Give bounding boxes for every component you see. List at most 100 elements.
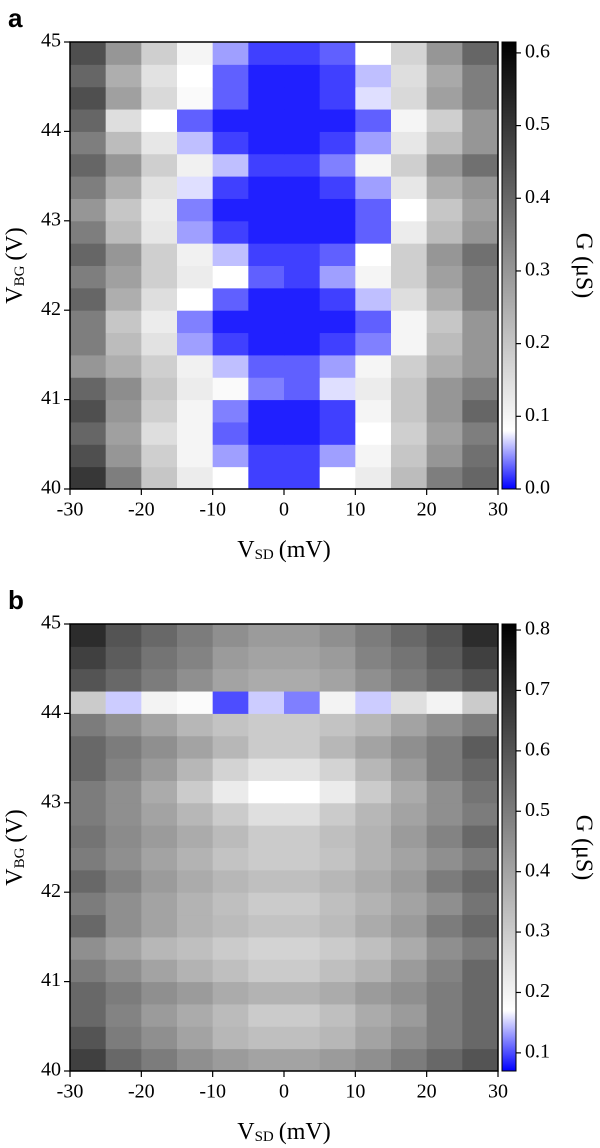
y-label-main: V	[2, 868, 28, 886]
heatmap-cell	[426, 825, 463, 848]
colorbar-tick-label: 0.2	[525, 980, 550, 1002]
heatmap-cell	[141, 466, 178, 490]
heatmap-cell	[248, 377, 285, 401]
y-tick-label: 43	[41, 790, 61, 812]
heatmap-cell	[462, 668, 499, 692]
heatmap-cell	[177, 1026, 214, 1050]
heatmap-cell	[248, 936, 285, 960]
heatmap-cell	[248, 198, 285, 222]
heatmap-cell	[248, 981, 285, 1005]
heatmap-cell	[70, 153, 107, 177]
heatmap-cell	[70, 869, 107, 893]
heatmap-cell	[284, 936, 321, 960]
heatmap-cell	[284, 332, 321, 356]
heatmap-cell	[70, 780, 107, 804]
heatmap-cell	[391, 131, 428, 155]
heatmap-cell	[462, 1048, 499, 1072]
heatmap-cell	[284, 691, 321, 714]
heatmap-cell	[319, 914, 356, 938]
heatmap-cell	[462, 466, 499, 490]
heatmap-cell	[105, 668, 142, 692]
heatmap-cell	[177, 1003, 214, 1027]
heatmap-cell	[462, 198, 499, 222]
heatmap-cell	[391, 802, 428, 826]
heatmap-cell	[284, 713, 321, 737]
x-tick-label: 30	[488, 499, 508, 521]
heatmap-cell	[212, 153, 249, 177]
heatmap-cell	[462, 332, 499, 356]
heatmap-cell	[105, 198, 142, 222]
heatmap-cell	[70, 86, 107, 110]
heatmap-cell	[141, 1026, 178, 1050]
heatmap-cell	[284, 758, 321, 781]
heatmap-cell	[319, 869, 356, 893]
heatmap-cell	[284, 310, 321, 334]
heatmap-cell	[70, 936, 107, 960]
heatmap-cell	[177, 176, 214, 199]
heatmap-cell	[248, 42, 285, 65]
heatmap-cell	[391, 713, 428, 737]
heatmap-cell	[426, 1003, 463, 1027]
heatmap-cell	[177, 421, 214, 445]
heatmap-cell	[141, 287, 178, 311]
heatmap-cell	[70, 131, 107, 155]
heatmap-cell	[177, 668, 214, 692]
x-label-sub: SD	[255, 1129, 274, 1145]
heatmap-cell	[462, 42, 499, 65]
heatmap-cell	[355, 1003, 392, 1027]
heatmap-cell	[141, 64, 178, 88]
heatmap-cell	[105, 691, 142, 714]
heatmap-cell	[141, 421, 178, 445]
heatmap-cell	[177, 399, 214, 423]
heatmap-cell	[212, 758, 249, 781]
heatmap-cell	[212, 914, 249, 938]
colorbar-tick-label: 0.3	[525, 259, 550, 281]
heatmap-cell	[426, 668, 463, 692]
heatmap-cell	[355, 780, 392, 804]
heatmap-cell	[141, 735, 178, 759]
colorbar-tick-label: 0.1	[525, 1040, 550, 1062]
heatmap-cell	[319, 377, 356, 401]
heatmap-cell	[284, 780, 321, 804]
heatmap-cell	[70, 310, 107, 334]
heatmap-cell	[462, 265, 499, 289]
heatmap-cell	[105, 981, 142, 1005]
heatmap-cell	[355, 243, 392, 266]
heatmap-cell	[355, 1026, 392, 1050]
colorbar-tick-label: 0.1	[525, 404, 550, 426]
heatmap-cell	[248, 131, 285, 155]
heatmap-cell	[105, 624, 142, 647]
heatmap-cell	[105, 914, 142, 938]
heatmap-cell	[248, 86, 285, 110]
heatmap-cell	[212, 377, 249, 401]
heatmap-cell	[177, 153, 214, 177]
colorbar-tick-label: 0.6	[525, 40, 550, 62]
heatmap-cell	[284, 377, 321, 401]
heatmap-cell	[105, 802, 142, 826]
heatmap-cell	[248, 220, 285, 244]
heatmap-cell	[212, 869, 249, 893]
heatmap-cell	[319, 825, 356, 848]
heatmap-cell	[141, 265, 178, 289]
heatmap-cell	[177, 109, 214, 132]
heatmap-cell	[70, 713, 107, 737]
heatmap-cell	[426, 847, 463, 871]
x-label-unit: (mV)	[279, 1119, 331, 1145]
heatmap-cell	[105, 936, 142, 960]
heatmap-cell	[70, 691, 107, 714]
heatmap-cell	[319, 668, 356, 692]
colorbar-tick-label: 0.0	[525, 477, 550, 499]
heatmap-cell	[355, 220, 392, 244]
heatmap-cell	[70, 444, 107, 468]
heatmap-cell	[426, 421, 463, 445]
heatmap-cell	[284, 668, 321, 692]
heatmap-cell	[177, 220, 214, 244]
heatmap-cell	[141, 153, 178, 177]
heatmap-cell	[70, 64, 107, 88]
heatmap-cell	[462, 220, 499, 244]
heatmap-cell	[462, 153, 499, 177]
heatmap-cell	[426, 310, 463, 334]
heatmap-cell	[426, 914, 463, 938]
y-label-sub: BG	[12, 265, 28, 286]
x-label-main: V	[237, 537, 255, 563]
